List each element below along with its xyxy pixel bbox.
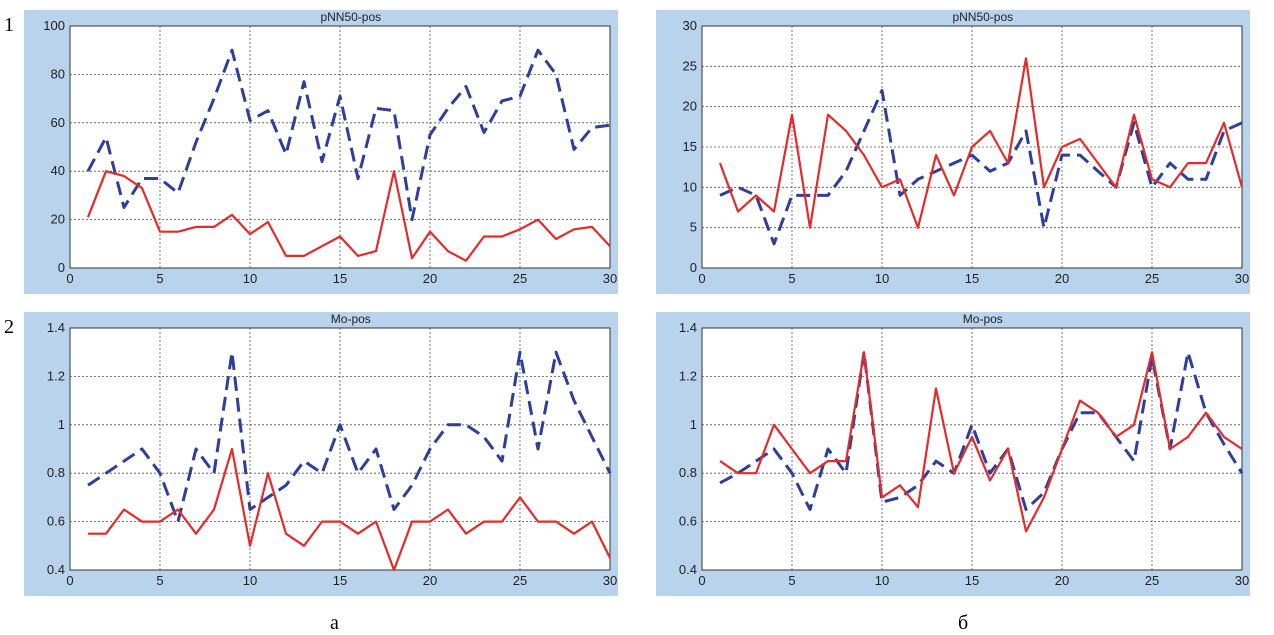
y-tick-label: 0.4: [679, 562, 697, 577]
y-tick-label: 20: [51, 212, 65, 227]
x-tick-label: 5: [788, 573, 795, 588]
chart-title: pNN50-pos: [952, 10, 1013, 24]
series-line-solid-red: [86, 170, 611, 262]
y-tick-label: 5: [690, 220, 697, 235]
x-tick-label: 0: [698, 573, 705, 588]
y-tick-label: 60: [51, 115, 65, 130]
row-label-2: 2: [4, 316, 14, 338]
x-tick-label: 10: [875, 573, 889, 588]
x-tick-label: 25: [1145, 573, 1159, 588]
chart-panel-mo-b: Mo-pos 0 5 10 15 20 25 30 0.4 0.6 0.8 1 1.2 1.4: [656, 312, 1250, 596]
x-tick-label: 20: [423, 271, 437, 286]
chart-title: Mo-pos: [331, 312, 371, 326]
chart-panel-pnn50-a: pNN50-pos 0 5 10 15 20 25 30 0 20 40 60 80 100: [24, 10, 618, 294]
y-tick-label: 1.2: [679, 368, 697, 383]
y-tick-label: 30: [683, 18, 697, 33]
y-tick-label: 0.8: [47, 465, 65, 480]
chart-svg: Mo-pos 0 5 10 15 20 25 30 0.4 0.6 0.8 1 1.2 1.4: [24, 312, 618, 596]
y-tick-label: 0.8: [679, 465, 697, 480]
chart-panel-mo-a: Mo-pos 0 5 10 15 20 25 30 0.4 0.6 0.8 1 1.2 1.4: [24, 312, 618, 596]
series-line-dashed-blue: [719, 89, 1243, 246]
x-tick-label: 30: [1235, 573, 1249, 588]
x-tick-label: 15: [965, 573, 979, 588]
series-line-solid-red: [718, 57, 1244, 229]
x-tick-label: 30: [603, 271, 617, 286]
row-label-1: 1: [4, 14, 14, 36]
series-line-solid-red: [88, 447, 611, 572]
chart-svg: pNN50-pos 0 5 10 15 20 25 30 0 5 10 15 20 25 30: [656, 10, 1250, 294]
x-tick-label: 15: [333, 271, 347, 286]
x-tick-label: 30: [603, 573, 617, 588]
x-tick-label: 10: [243, 271, 257, 286]
chart-panel-pnn50-b: pNN50-pos 0 5 10 15 20 25 30 0 5 10 15 20 25 30: [656, 10, 1250, 294]
x-tick-label: 5: [156, 573, 163, 588]
x-tick-label: 20: [423, 573, 437, 588]
x-tick-label: 15: [333, 573, 347, 588]
y-tick-label: 25: [683, 58, 697, 73]
x-tick-label: 15: [965, 271, 979, 286]
x-tick-label: 20: [1055, 573, 1069, 588]
x-tick-label: 0: [66, 573, 73, 588]
y-tick-label: 40: [51, 163, 65, 178]
x-tick-label: 25: [1145, 271, 1159, 286]
y-tick-label: 0: [58, 260, 65, 275]
series-line-dashed-blue: [86, 48, 611, 222]
y-tick-label: 1: [690, 417, 697, 432]
chart-title: Mo-pos: [963, 312, 1003, 326]
y-tick-label: 100: [43, 18, 65, 33]
column-label-b: б: [958, 612, 969, 634]
chart-title: pNN50-pos: [320, 10, 381, 24]
y-tick-label: 80: [51, 66, 65, 81]
series-line-solid-red: [719, 351, 1243, 533]
y-tick-label: 1: [58, 417, 65, 432]
x-tick-label: 5: [788, 271, 795, 286]
x-tick-label: 5: [156, 271, 163, 286]
y-tick-label: 15: [683, 139, 697, 154]
x-tick-label: 10: [243, 573, 257, 588]
y-tick-label: 0.6: [47, 514, 65, 529]
y-tick-label: 20: [683, 99, 697, 114]
y-tick-label: 10: [683, 179, 697, 194]
y-tick-label: 0: [690, 260, 697, 275]
x-tick-label: 25: [513, 271, 527, 286]
chart-svg: Mo-pos 0 5 10 15 20 25 30 0.4 0.6 0.8 1 1.2 1.4: [656, 312, 1250, 596]
x-tick-label: 0: [66, 271, 73, 286]
y-tick-label: 1.4: [679, 320, 697, 335]
y-tick-label: 1.2: [47, 368, 65, 383]
x-tick-label: 25: [513, 573, 527, 588]
x-tick-label: 0: [698, 271, 705, 286]
x-tick-label: 30: [1235, 271, 1249, 286]
y-tick-label: 0.4: [47, 562, 65, 577]
chart-svg: pNN50-pos 0 5 10 15 20 25 30 0 20 40 60 80 100: [24, 10, 618, 294]
column-label-a: а: [330, 612, 339, 634]
x-tick-label: 20: [1055, 271, 1069, 286]
series-line-dashed-blue: [87, 350, 612, 524]
x-tick-label: 10: [875, 271, 889, 286]
y-tick-label: 1.4: [47, 320, 65, 335]
y-tick-label: 0.6: [679, 514, 697, 529]
